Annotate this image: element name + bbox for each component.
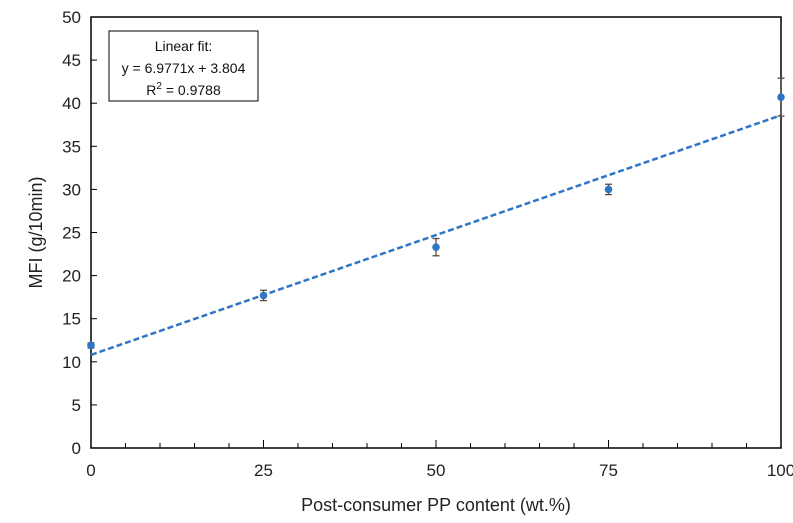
y-tick-label: 25 bbox=[62, 224, 81, 243]
fit-annotation-line1: Linear fit: bbox=[155, 38, 213, 54]
fit-annotation: Linear fit: y = 6.9771x + 3.804 R2 = 0.9… bbox=[108, 30, 259, 102]
r-squared-value: = 0.9788 bbox=[162, 82, 221, 98]
fit-annotation-box bbox=[108, 30, 259, 102]
y-tick-label: 35 bbox=[62, 137, 81, 156]
x-axis-title: Post-consumer PP content (wt.%) bbox=[301, 495, 571, 515]
y-tick-label: 20 bbox=[62, 267, 81, 286]
fit-annotation-equation: y = 6.9771x + 3.804 bbox=[122, 60, 246, 76]
y-tick-label: 5 bbox=[72, 396, 81, 415]
y-tick-label: 30 bbox=[62, 180, 81, 199]
data-point bbox=[604, 185, 613, 194]
data-point bbox=[432, 243, 440, 251]
x-tick-label: 75 bbox=[599, 461, 618, 480]
y-axis-title: MFI (g/10min) bbox=[26, 176, 46, 288]
y-tick-label: 10 bbox=[62, 353, 81, 372]
data-points bbox=[87, 93, 785, 350]
fit-line bbox=[90, 114, 782, 357]
data-point bbox=[87, 341, 95, 350]
fit-annotation-r-squared: R2 = 0.9788 bbox=[146, 81, 221, 98]
r-squared-superscript: 2 bbox=[156, 81, 162, 92]
y-tick-label: 40 bbox=[62, 94, 81, 113]
data-point bbox=[259, 291, 268, 300]
r-squared-symbol: R bbox=[146, 82, 156, 98]
y-tick-label: 0 bbox=[72, 439, 81, 458]
y-tick-label: 15 bbox=[62, 310, 81, 329]
y-tick-label: 45 bbox=[62, 51, 81, 70]
x-tick-label: 50 bbox=[427, 461, 446, 480]
data-point bbox=[777, 93, 785, 101]
y-axis: 0 5 10 15 20 25 30 35 40 45 50 bbox=[62, 8, 97, 458]
fit-line-path bbox=[90, 114, 782, 357]
y-tick-label: 50 bbox=[62, 8, 81, 27]
x-axis: 0 25 50 75 100 bbox=[86, 440, 793, 480]
x-tick-label: 100 bbox=[767, 461, 793, 480]
x-tick-label: 0 bbox=[86, 461, 95, 480]
x-tick-label: 25 bbox=[254, 461, 273, 480]
